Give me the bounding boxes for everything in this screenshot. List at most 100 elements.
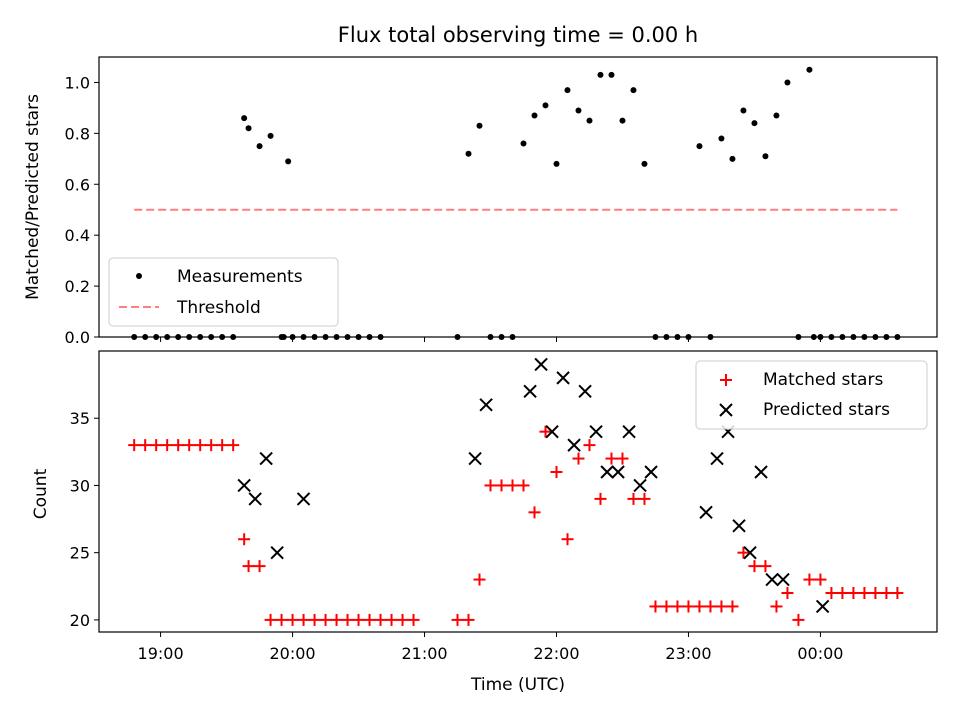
bottom-y-axis-label: Count [31,468,51,519]
y-tick-label: 30 [70,476,90,495]
measurement-point [762,153,769,160]
measurement-point [377,334,384,340]
legend-measurements-label: Measurements [177,267,303,287]
legend-matched-label: Matched stars [763,370,883,390]
matched-star-point [561,533,574,546]
predicted-star-point [545,424,559,439]
matched-star-point [836,587,849,600]
measurement-point [828,334,835,340]
measurement-point [267,132,274,139]
y-tick-label: 20 [70,611,90,630]
measurement-point [784,79,791,86]
matched-star-point [737,546,750,559]
measurement-point [619,117,626,124]
matched-star-point [183,439,196,452]
matched-star-point [363,613,376,626]
bottom-x-ticks: 19:00 20:00 21:00 22:00 23:00 00:00 [138,632,843,663]
matched-star-point [803,573,816,586]
matched-star-point [172,439,185,452]
matched-star-point [139,439,152,452]
matched-star-point [227,439,240,452]
y-tick-label: 0.8 [65,124,90,143]
measurement-point [344,334,351,340]
top-marks [131,66,901,340]
y-tick-label: 1.0 [65,73,90,92]
measurement-point [575,107,582,114]
measurement-point [641,160,648,167]
measurement-point [476,122,483,129]
predicted-star-point [754,465,768,479]
predicted-star-point [611,465,625,479]
measurement-point [355,334,362,340]
top-legend-box [108,257,339,327]
matched-star-point [858,587,871,600]
measurement-point [164,334,171,340]
measurement-point [883,334,890,340]
measurement-point [663,334,670,340]
matched-star-point [825,587,838,600]
top-y-axis-label: Matched/Predicted stars [23,94,43,300]
measurement-point [850,334,857,340]
matched-star-point [627,492,640,505]
chart-title: Flux total observing time = 0.00 h [338,23,698,47]
measurement-point [696,143,703,150]
predicted-star-point [815,599,830,614]
matched-star-point [594,492,607,505]
measurement-point [186,334,193,340]
matched-star-point [770,600,783,613]
measurement-point [241,115,248,122]
y-tick-label: 35 [70,409,90,428]
measurement-point [487,334,494,340]
matched-star-point [616,452,629,465]
matched-star-point [550,466,563,479]
legend-threshold-label: Threshold [176,298,261,318]
y-tick-label: 0.4 [65,226,90,245]
measurement-point [509,334,516,340]
measurement-point [208,334,215,340]
matched-star-point [649,600,662,613]
matched-star-point [605,452,618,465]
matched-star-point [572,452,585,465]
measurement-point [894,334,901,340]
matched-star-point [194,439,207,452]
y-tick-label: 0.0 [65,328,90,347]
measurement-point [630,87,637,94]
predicted-star-point [556,371,570,385]
matched-star-point [286,613,299,626]
measurement-point [718,135,725,142]
predicted-star-point [600,465,614,479]
measurement-point [729,155,736,162]
matched-star-point [880,587,893,600]
matched-star-point [150,439,163,452]
predicted-star-point [589,424,603,439]
x-tick-label: 21:00 [401,644,447,663]
measurement-point [153,334,160,340]
measurement-point [366,334,373,340]
measurement-point [280,334,287,340]
predicted-star-point [248,492,262,506]
measurement-point [564,87,571,94]
matched-star-point [539,425,552,438]
matched-star-point [451,613,464,626]
matched-star-point [407,613,420,626]
legend-predicted-label: Predicted stars [763,400,890,420]
matched-star-point [161,439,174,452]
matched-star-point [638,492,651,505]
matched-star-point [814,573,827,586]
matched-star-point [781,587,794,600]
bottom-plot-frame [98,350,938,633]
measurement-point [674,334,681,340]
measurement-point [806,66,813,73]
legend-measurements-marker [136,273,142,279]
measurement-point [333,334,340,340]
matched-star-point [660,600,673,613]
top-x-ticks [160,337,821,342]
x-tick-label: 20:00 [269,644,315,663]
matched-star-point [341,613,354,626]
matched-star-point [891,587,904,600]
measurement-point [608,71,615,78]
measurement-point [285,158,292,165]
measurement-point [751,120,758,127]
matched-star-point [352,613,365,626]
measurement-point [454,334,461,340]
